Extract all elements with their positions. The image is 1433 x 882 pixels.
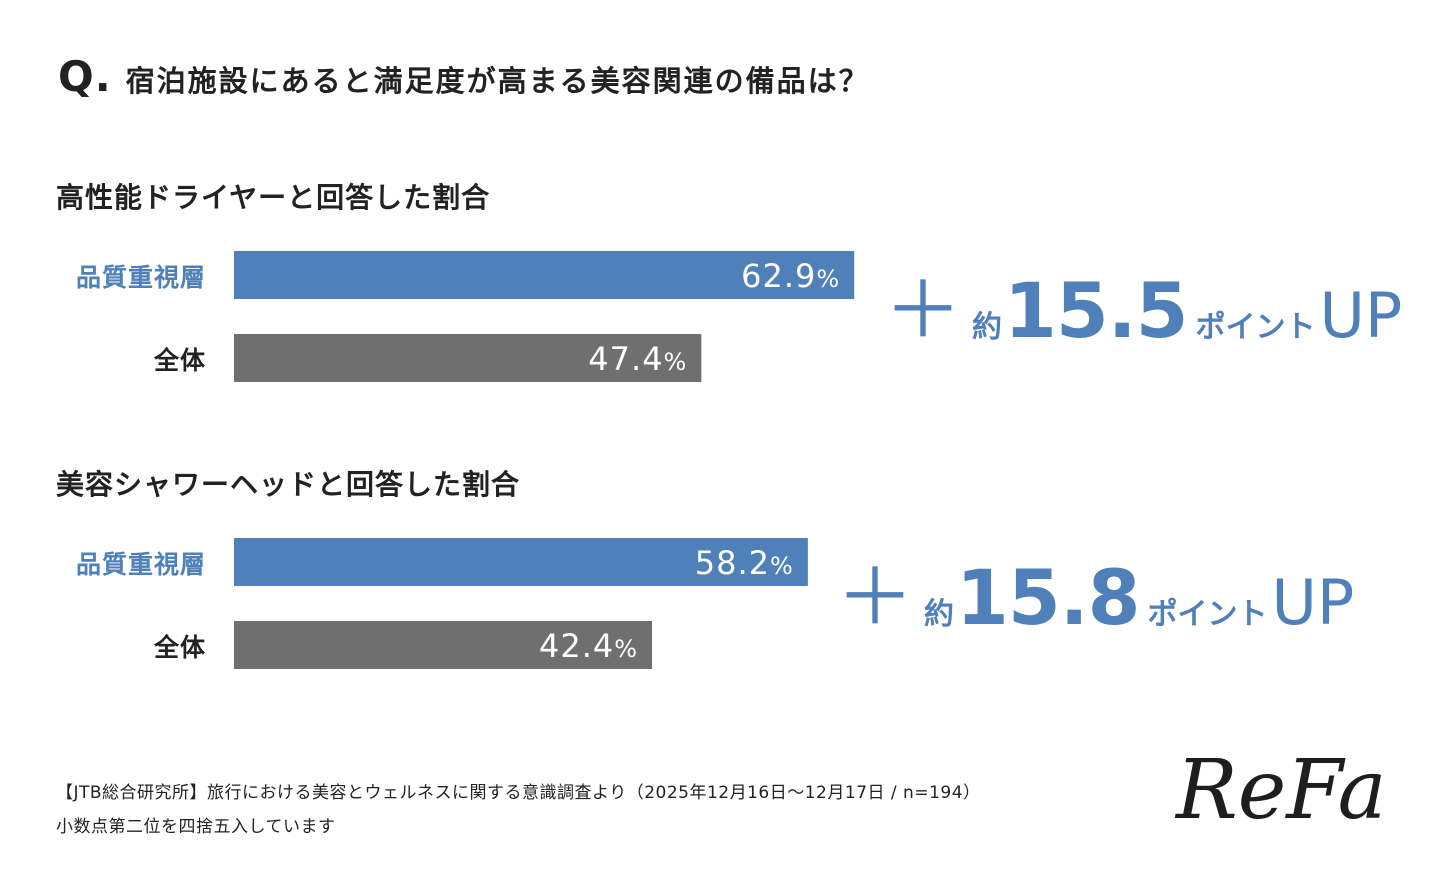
difference-unit: ポイント [1147, 597, 1268, 632]
up-label: UP [1319, 279, 1403, 352]
question-heading: Q. 宿泊施設にあると満足度が高まる美容関連の備品は？ [58, 52, 870, 101]
chart-2-bar-quality [234, 538, 808, 586]
difference-value: 15.8 [956, 553, 1141, 642]
difference-unit: ポイント [1195, 310, 1316, 345]
up-label: UP [1271, 566, 1355, 639]
chart-2-bar-overall [234, 621, 653, 669]
chart-2-value-overall: 42.4% [539, 627, 638, 665]
chart-1-label-quality: 品質重視層 [75, 263, 206, 292]
question-text: 宿泊施設にあると満足度が高まる美容関連の備品は？ [125, 64, 870, 98]
chart-2-title: 美容シャワーヘッドと回答した割合 [56, 468, 521, 501]
question-mark: Q. [58, 52, 112, 101]
footnote-source: 【JTB総合研究所】旅行における美容とウェルネスに関する意識調査より（2025年… [56, 783, 981, 803]
chart-2-difference: ＋ 約 15.8 ポイント UP [836, 553, 1354, 642]
plus-sign: ＋ [836, 553, 915, 643]
chart-1-value-quality: 62.9% [741, 257, 840, 295]
approx-label: 約 [972, 310, 1003, 345]
footnote-rounding: 小数点第二位を四捨五入しています [56, 817, 336, 837]
logo-text: ReFa [1174, 743, 1387, 838]
chart-1-label-overall: 全体 [153, 346, 206, 375]
chart-2-label-overall: 全体 [153, 633, 206, 662]
chart-1-title: 高性能ドライヤーと回答した割合 [56, 181, 491, 214]
chart-1-bar-quality [234, 251, 855, 299]
refa-logo: ReFa [1174, 743, 1387, 838]
plus-sign: ＋ [884, 266, 963, 356]
chart-2-label-quality: 品質重視層 [75, 550, 206, 579]
chart-1-difference: ＋ 約 15.5 ポイント UP [884, 266, 1402, 355]
approx-label: 約 [924, 597, 955, 632]
chart-1-bar-overall [234, 334, 702, 382]
chart-2-value-quality: 58.2% [695, 544, 794, 582]
difference-value: 15.5 [1004, 266, 1189, 355]
chart-1-value-overall: 47.4% [588, 340, 687, 378]
